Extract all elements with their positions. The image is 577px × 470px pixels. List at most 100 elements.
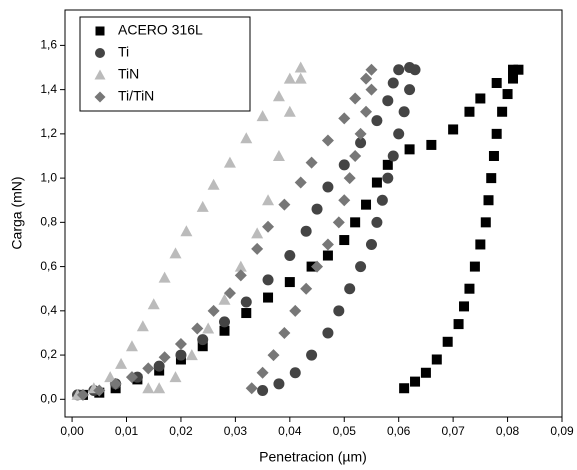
marker <box>393 64 405 76</box>
marker <box>294 72 307 84</box>
marker <box>197 341 208 352</box>
marker <box>469 261 480 272</box>
marker <box>125 371 138 384</box>
marker <box>410 376 421 387</box>
marker <box>399 383 410 394</box>
marker <box>257 384 269 396</box>
marker <box>115 357 128 369</box>
marker <box>300 225 312 237</box>
marker <box>109 377 122 390</box>
marker <box>245 382 258 395</box>
marker <box>262 220 275 233</box>
marker <box>404 144 415 155</box>
marker <box>284 277 295 288</box>
marker <box>197 334 209 346</box>
legend-box <box>79 16 251 112</box>
marker <box>147 298 160 310</box>
marker <box>488 150 499 161</box>
marker <box>393 128 405 140</box>
x-tick-label: 0,02 <box>169 424 193 438</box>
marker <box>234 260 247 272</box>
marker <box>365 63 378 76</box>
marker <box>354 127 367 140</box>
x-axis-title: Penetracion (µm) <box>259 449 367 465</box>
x-tick-label: 0,00 <box>60 424 84 438</box>
marker <box>338 159 350 171</box>
marker <box>223 156 236 168</box>
marker <box>251 242 264 255</box>
marker <box>218 293 231 305</box>
marker <box>355 137 367 149</box>
marker <box>180 225 193 237</box>
marker <box>508 64 519 75</box>
x-tick-label: 0,05 <box>333 424 357 438</box>
marker <box>272 149 285 161</box>
marker <box>153 382 166 394</box>
x-tick-label: 0,09 <box>550 424 574 438</box>
marker <box>125 340 138 352</box>
marker <box>175 349 187 361</box>
marker <box>262 274 274 286</box>
marker <box>272 90 285 102</box>
marker <box>459 301 470 312</box>
marker <box>442 336 453 347</box>
marker <box>322 327 334 339</box>
marker <box>426 139 437 150</box>
marker <box>365 238 377 250</box>
marker <box>142 382 155 394</box>
marker <box>219 325 230 336</box>
marker <box>420 367 431 378</box>
marker <box>376 194 388 206</box>
marker <box>513 64 524 75</box>
x-tick-label: 0,06 <box>387 424 411 438</box>
marker <box>191 322 204 335</box>
x-tick-label: 0,04 <box>278 424 302 438</box>
y-tick-label: 0,4 <box>40 303 57 317</box>
marker <box>300 282 313 295</box>
x-tick-label: 0,03 <box>224 424 248 438</box>
marker <box>273 378 285 390</box>
marker <box>361 199 372 210</box>
x-tick-label: 0,07 <box>441 424 465 438</box>
marker <box>497 106 508 117</box>
marker <box>278 326 291 339</box>
x-tick-label: 0,01 <box>115 424 139 438</box>
marker <box>332 216 345 229</box>
marker <box>283 105 296 117</box>
marker <box>333 305 345 317</box>
marker <box>322 181 334 193</box>
marker <box>283 72 296 84</box>
marker <box>223 287 236 300</box>
marker <box>486 173 497 184</box>
marker <box>321 134 334 147</box>
legend-text: Ti/TiN <box>118 88 154 104</box>
marker <box>338 194 351 207</box>
marker <box>404 84 416 96</box>
marker <box>234 269 247 282</box>
marker <box>278 198 291 211</box>
marker <box>251 227 264 239</box>
marker <box>365 83 378 96</box>
marker <box>218 316 230 328</box>
marker <box>387 77 399 89</box>
marker <box>382 159 393 170</box>
marker <box>158 351 171 364</box>
marker <box>311 203 323 215</box>
marker <box>322 250 333 261</box>
marker <box>93 384 106 397</box>
marker <box>169 247 182 259</box>
marker <box>305 156 318 169</box>
marker <box>491 77 502 88</box>
legend-marker <box>95 26 105 36</box>
marker <box>464 106 475 117</box>
marker <box>371 115 383 127</box>
marker <box>202 322 215 334</box>
marker <box>371 177 382 188</box>
marker <box>338 112 351 125</box>
marker <box>355 261 367 273</box>
legend-text: Ti <box>118 44 129 60</box>
marker <box>158 271 171 283</box>
marker <box>349 92 362 105</box>
y-tick-label: 0,2 <box>40 347 57 361</box>
